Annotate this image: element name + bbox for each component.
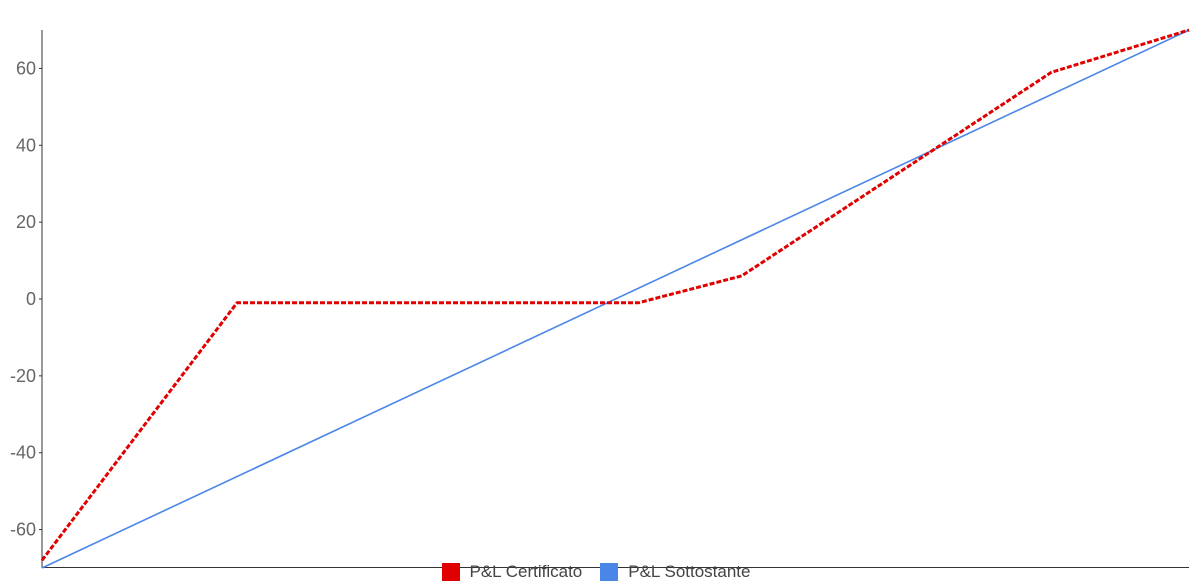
y-tick-label: -40 <box>10 443 36 463</box>
y-tick-label: 60 <box>16 58 36 78</box>
series-layer <box>40 28 1190 569</box>
legend: P&L Certificato P&L Sottostante <box>0 560 1192 584</box>
legend-swatch-certificato <box>441 563 460 581</box>
y-tick-label: 0 <box>26 289 36 309</box>
y-tick-label: 40 <box>16 135 36 155</box>
y-tick-label: -60 <box>10 520 36 540</box>
y-tick-label: 20 <box>16 212 36 232</box>
series-line-certificato[interactable] <box>40 28 1190 562</box>
series-line-sottostante[interactable] <box>41 29 1190 569</box>
axis-layer: 60 40 20 0 -20 -40 -60 <box>10 30 1189 568</box>
legend-item-certificato[interactable]: P&L Certificato <box>441 562 583 582</box>
y-tick-label: -20 <box>10 366 36 386</box>
legend-label-certificato: P&L Certificato <box>469 562 583 581</box>
legend-label-sottostante: P&L Sottostante <box>628 562 751 581</box>
legend-swatch-sottostante <box>600 563 619 581</box>
legend-item-sottostante[interactable]: P&L Sottostante <box>600 562 750 582</box>
